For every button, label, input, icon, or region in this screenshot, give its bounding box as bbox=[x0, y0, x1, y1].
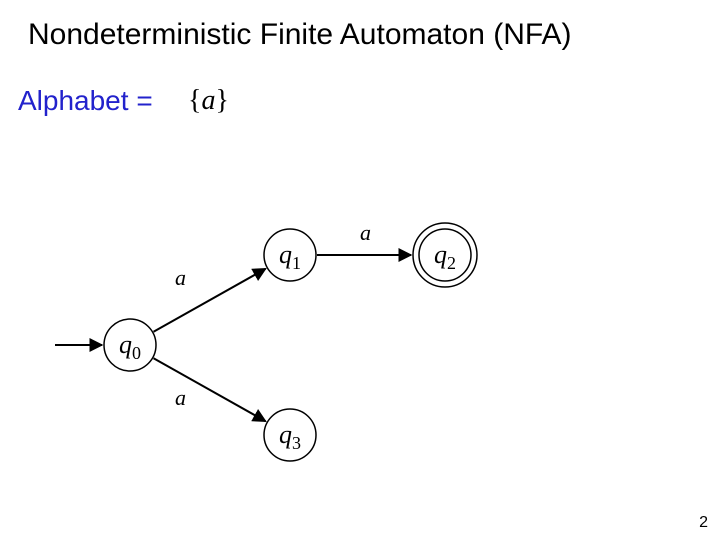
edge-label-q1-q2: a bbox=[360, 220, 371, 245]
state-q0: q0 bbox=[104, 319, 156, 371]
edge-q0-q1 bbox=[154, 269, 266, 332]
edge-label-q0-q3: a bbox=[175, 385, 186, 410]
state-q3: q3 bbox=[264, 409, 316, 461]
page-number: 2 bbox=[699, 514, 708, 532]
nfa-diagram: q0 q1 q2 q3 a a a bbox=[0, 0, 720, 540]
state-q2: q2 bbox=[413, 223, 477, 287]
state-q1: q1 bbox=[264, 229, 316, 281]
edge-q0-q3 bbox=[154, 358, 266, 421]
edge-label-q0-q1: a bbox=[175, 265, 186, 290]
